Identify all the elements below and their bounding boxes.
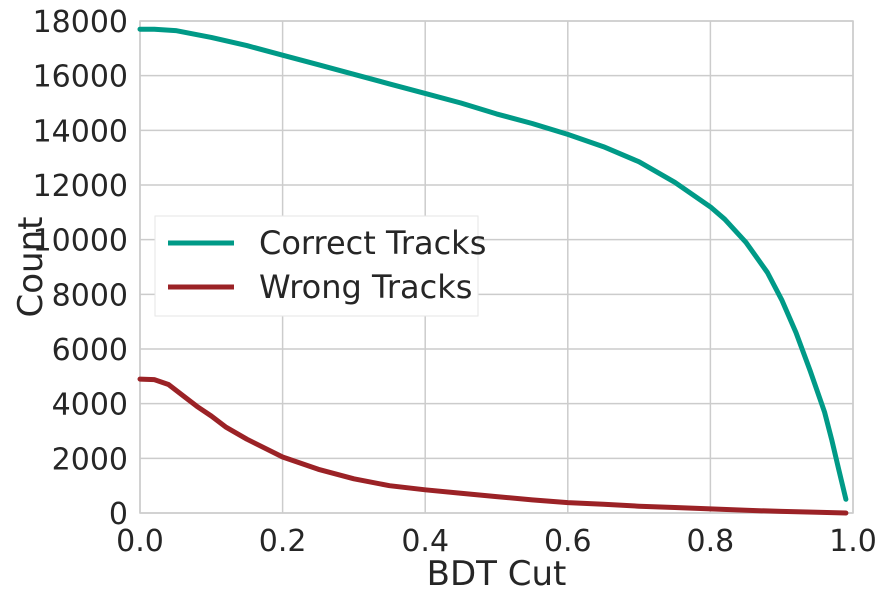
y-tick-label: 10000 [33, 224, 128, 259]
x-tick-label: 0.8 [687, 524, 735, 559]
y-axis-title: Count [11, 217, 51, 318]
x-tick-labels: 0.0 0.2 0.4 0.6 0.8 1.0 [116, 524, 877, 559]
legend: Correct Tracks Wrong Tracks [154, 215, 486, 317]
series-lines [137, 26, 849, 516]
x-tick-label: 0.0 [116, 524, 164, 559]
x-tick-label: 1.0 [829, 524, 877, 559]
legend-label-wrong-tracks: Wrong Tracks [259, 268, 472, 306]
y-tick-label: 14000 [33, 114, 128, 149]
legend-label-correct-tracks: Correct Tracks [259, 224, 486, 262]
x-tick-label: 0.2 [259, 524, 307, 559]
y-tick-label: 4000 [52, 388, 128, 423]
y-tick-label: 16000 [33, 60, 128, 95]
series-line-wrong-tracks [137, 376, 849, 516]
x-axis-title: BDT Cut [427, 554, 567, 594]
y-tick-label: 2000 [52, 442, 128, 477]
x-tick-label: 0.6 [544, 524, 592, 559]
y-tick-label: 8000 [52, 278, 128, 313]
y-tick-labels: 0 2000 4000 6000 8000 10000 12000 14000 16000 180… [33, 5, 128, 532]
y-tick-label: 12000 [33, 169, 128, 204]
y-tick-label: 18000 [33, 5, 128, 40]
y-tick-label: 0 [109, 497, 128, 532]
x-tick-label: 0.4 [401, 524, 449, 559]
series-line-correct-tracks [137, 26, 849, 502]
legend-box [154, 215, 479, 317]
plot-area-frame [139, 20, 854, 514]
y-tick-label: 6000 [52, 333, 128, 368]
